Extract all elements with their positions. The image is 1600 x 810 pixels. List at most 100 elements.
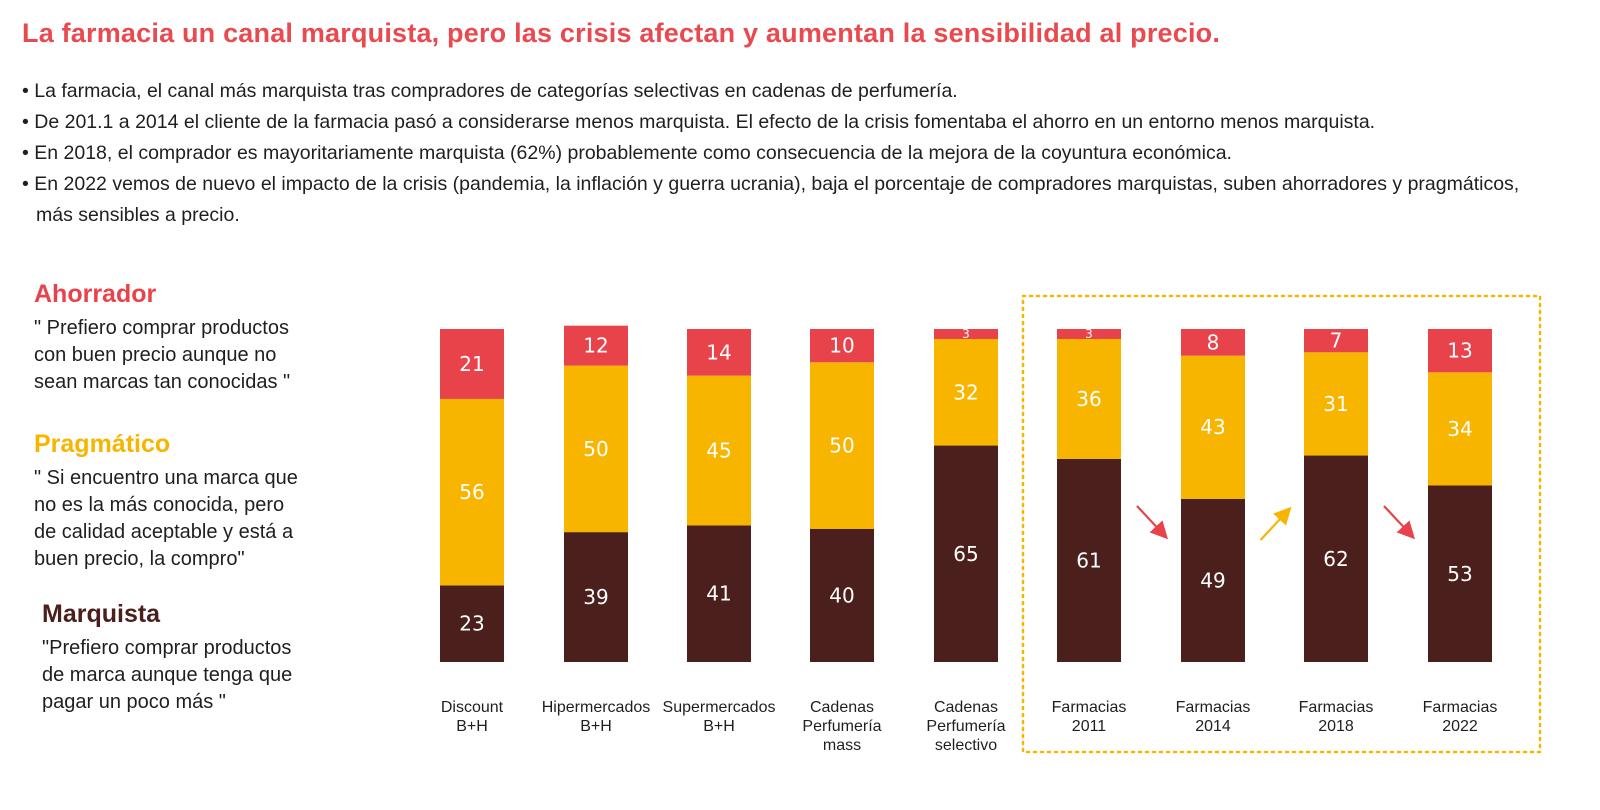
- legend-title-marquista: Marquista: [42, 600, 161, 628]
- bar-value-label: 32: [953, 380, 978, 404]
- category-label-line: B+H: [456, 718, 488, 735]
- bullet-item: La farmacia, el canal más marquista tras…: [22, 76, 1592, 107]
- legend-marquista: Marquista "Prefiero comprar productos de…: [42, 600, 292, 716]
- bar-value-label: 50: [829, 434, 854, 458]
- bar-marquista-2: [687, 525, 751, 662]
- bar-pragmtico-5: [1057, 338, 1121, 459]
- bar-marquista-6: [1181, 498, 1245, 662]
- bar-pragmtico-8: [1428, 372, 1492, 486]
- category-label-line: 2014: [1195, 718, 1231, 735]
- legend-title-pragmatico: Pragmático: [34, 430, 171, 458]
- legend-quote-ahorrador: " Prefiero comprar productos con buen pr…: [34, 317, 291, 393]
- bar-value-label: 53: [1447, 562, 1472, 586]
- bar-pragmtico-6: [1181, 355, 1245, 499]
- category-label-line: 2011: [1072, 718, 1107, 735]
- bar-ahorrador-6: [1181, 329, 1245, 356]
- bar-value-label: 3: [962, 327, 970, 341]
- bar-value-label: 21: [459, 352, 484, 376]
- bar-value-label: 49: [1200, 568, 1225, 592]
- bar-marquista-3: [810, 528, 874, 662]
- bar-value-label: 23: [459, 612, 484, 636]
- category-label: Cadenas Perfumería mass: [802, 699, 881, 754]
- bar-value-label: 45: [706, 439, 731, 463]
- page-title: La farmacia un canal marquista, pero las…: [22, 18, 1221, 48]
- bar-ahorrador-3: [810, 329, 874, 363]
- legend-pragmatico: Pragmático " Si encuentro una marca que …: [34, 430, 298, 573]
- category-label-line: B+H: [580, 718, 612, 735]
- bar-value-label: 13: [1447, 339, 1472, 363]
- category-label-line: Farmacias: [1176, 699, 1251, 716]
- category-label-line: Perfumería: [926, 718, 1005, 735]
- category-label-line: Discount: [441, 699, 504, 716]
- category-label-line: 2022: [1442, 718, 1478, 735]
- bar-value-label: 61: [1076, 548, 1101, 572]
- category-label: Discount B+H: [441, 699, 504, 735]
- bar-ahorrador-8: [1428, 329, 1492, 373]
- category-label-line: selectivo: [935, 737, 997, 754]
- category-label: Cadenas Perfumería selectivo: [926, 699, 1005, 754]
- bar-ahorrador-4: [934, 329, 998, 339]
- bar-marquista-8: [1428, 485, 1492, 662]
- category-label-line: Cadenas: [934, 699, 998, 716]
- bar-pragmtico-0: [440, 398, 504, 586]
- bar-value-label: 34: [1447, 417, 1472, 441]
- bar-value-label: 3: [1085, 327, 1093, 341]
- bar-value-label: 36: [1076, 387, 1101, 411]
- category-label-line: Farmacias: [1299, 699, 1374, 716]
- bar-pragmtico-2: [687, 375, 751, 526]
- bar-value-label: 43: [1200, 415, 1225, 439]
- trend-arrow-down: [1383, 505, 1416, 540]
- bar-value-label: 50: [583, 437, 608, 461]
- bar-value-label: 41: [706, 582, 731, 606]
- bar-marquista-5: [1057, 458, 1121, 662]
- category-label-line: B+H: [703, 718, 735, 735]
- bar-ahorrador-0: [440, 329, 504, 399]
- bar-value-label: 10: [829, 334, 854, 358]
- category-label: Hipermercados B+H: [542, 699, 650, 735]
- bar-ahorrador-1: [564, 325, 628, 366]
- bullet-item: En 2018, el comprador es mayoritariament…: [22, 138, 1592, 169]
- legend-ahorrador: Ahorrador " Prefiero comprar productos c…: [34, 280, 290, 396]
- category-label-line: Farmacias: [1052, 699, 1127, 716]
- category-label: Farmacias 2022: [1423, 699, 1498, 735]
- bar-value-label: 65: [953, 542, 978, 566]
- bar-value-label: 14: [706, 340, 731, 364]
- bullet-item: En 2022 vemos de nuevo el impacto de la …: [22, 169, 1592, 231]
- legend-title-ahorrador: Ahorrador: [34, 280, 157, 308]
- category-label: Farmacias 2011: [1052, 699, 1127, 735]
- category-label-line: Supermercados: [663, 699, 776, 716]
- category-label-line: Perfumería: [802, 718, 881, 735]
- legend-quote-pragmatico: " Si encuentro una marca que no es la má…: [34, 467, 298, 570]
- category-label: Farmacias 2018: [1299, 699, 1374, 735]
- bar-pragmtico-4: [934, 338, 998, 446]
- bar-value-label: 40: [829, 583, 854, 607]
- bar-ahorrador-2: [687, 329, 751, 376]
- category-label: Supermercados B+H: [663, 699, 776, 735]
- legend-quote-marquista: "Prefiero comprar productos de marca aun…: [42, 637, 293, 713]
- category-label-line: Hipermercados: [542, 699, 650, 716]
- bar-value-label: 56: [459, 480, 484, 504]
- category-label-line: Farmacias: [1423, 699, 1498, 716]
- bar-ahorrador-5: [1057, 329, 1121, 339]
- trend-arrow-down: [1136, 505, 1169, 540]
- bar-value-label: 12: [583, 334, 608, 358]
- bar-value-label: 8: [1207, 330, 1220, 354]
- bar-pragmtico-1: [564, 365, 628, 533]
- bar-value-label: 31: [1323, 392, 1348, 416]
- bar-marquista-7: [1304, 455, 1368, 662]
- bar-marquista-1: [564, 532, 628, 662]
- category-label-line: 2018: [1318, 718, 1354, 735]
- bar-marquista-0: [440, 585, 504, 662]
- bar-ahorrador-7: [1304, 329, 1368, 353]
- bar-value-label: 7: [1330, 329, 1343, 353]
- bar-pragmtico-3: [810, 362, 874, 529]
- bar-value-label: 62: [1323, 547, 1348, 571]
- trend-arrow-up: [1259, 506, 1292, 541]
- bullet-item: De 201.1 a 2014 el cliente de la farmaci…: [22, 107, 1592, 138]
- category-label-line: Cadenas: [810, 699, 874, 716]
- category-label: Farmacias 2014: [1176, 699, 1251, 735]
- bar-pragmtico-7: [1304, 352, 1368, 456]
- bar-marquista-4: [934, 445, 998, 662]
- highlight-box: [1021, 294, 1542, 754]
